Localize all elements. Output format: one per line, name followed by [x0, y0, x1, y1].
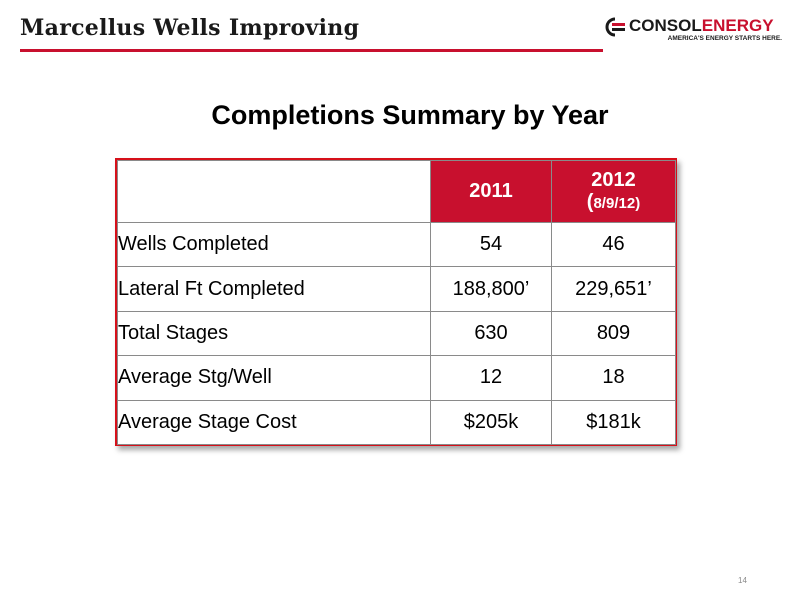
table-row: Average Stg/Well 12 18	[117, 355, 676, 401]
cell-2011-average-stage-cost: $205k	[430, 399, 552, 445]
logo-name-energy: ENERGY	[701, 16, 774, 35]
cell-2012-wells-completed: 46	[551, 221, 676, 268]
consol-logo-icon	[605, 17, 625, 37]
row-label-average-stage-cost: Average Stage Cost	[117, 399, 431, 445]
slide-title: Marcellus Wells Improving	[20, 15, 360, 41]
column-note-close: )	[635, 194, 641, 212]
table-header-row: 2011 2012 (8/9/12)	[117, 160, 676, 223]
table-heading: Completions Summary by Year	[211, 100, 609, 130]
column-note-open: (	[586, 190, 594, 213]
column-note-2012: (8/9/12)	[552, 191, 675, 215]
logo-wordmark: CONSOLENERGY	[629, 16, 774, 36]
table-row: Total Stages 630 809	[117, 310, 676, 357]
title-underline	[20, 49, 603, 52]
cell-2012-lateral-ft-completed: 229,651’	[551, 266, 676, 312]
row-label-lateral-ft-completed: Lateral Ft Completed	[117, 266, 431, 312]
cell-2011-lateral-ft-completed: 188,800’	[430, 266, 552, 312]
table-row: Wells Completed 54 46	[117, 221, 676, 268]
table-row: Lateral Ft Completed 188,800’ 229,651’	[117, 266, 676, 312]
column-note-date: 8/9/12	[593, 194, 636, 212]
cell-2011-average-stg-well: 12	[430, 355, 552, 401]
cell-2012-average-stg-well: 18	[551, 355, 676, 401]
logo-tagline: AMERICA'S ENERGY STARTS HERE.	[667, 35, 782, 42]
cell-2012-total-stages: 809	[551, 310, 676, 357]
header-corner-cell	[117, 160, 431, 223]
completions-summary-table: 2011 2012 (8/9/12) Wells Completed 54 46…	[117, 160, 676, 445]
page-number: 14	[738, 576, 747, 585]
column-header-2011: 2011	[430, 160, 552, 223]
column-header-2012: 2012 (8/9/12)	[551, 160, 676, 223]
table-row: Average Stage Cost $205k $181k	[117, 399, 676, 445]
completions-table-frame: 2011 2012 (8/9/12) Wells Completed 54 46…	[115, 158, 677, 446]
row-label-wells-completed: Wells Completed	[117, 221, 431, 268]
logo-name-consol: CONSOL	[629, 16, 702, 35]
company-logo: CONSOLENERGY AMERICA'S ENERGY STARTS HER…	[604, 16, 790, 44]
cell-2011-wells-completed: 54	[430, 221, 552, 268]
column-year-2012: 2012	[591, 168, 636, 191]
cell-2012-average-stage-cost: $181k	[551, 399, 676, 445]
column-year-2011: 2011	[469, 180, 513, 202]
row-label-total-stages: Total Stages	[117, 310, 431, 357]
cell-2011-total-stages: 630	[430, 310, 552, 357]
row-label-average-stg-well: Average Stg/Well	[117, 355, 431, 401]
